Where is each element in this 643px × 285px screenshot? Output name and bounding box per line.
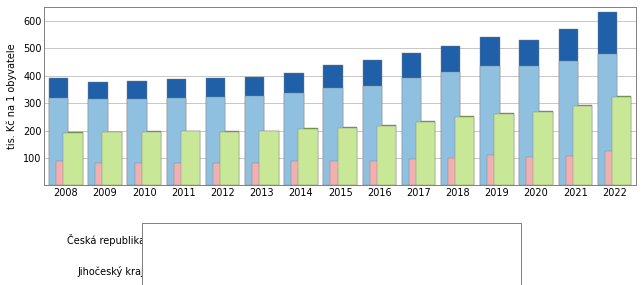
Bar: [49, 78, 68, 186]
Bar: [252, 159, 271, 186]
Bar: [520, 40, 539, 186]
Legend: HDP, THFK, ČDDD: HDP, THFK, ČDDD: [156, 271, 294, 285]
Bar: [409, 159, 428, 186]
Bar: [455, 117, 475, 186]
Bar: [252, 163, 271, 186]
Bar: [88, 99, 107, 186]
Bar: [441, 46, 460, 186]
Bar: [245, 97, 264, 186]
Bar: [416, 122, 435, 186]
Bar: [259, 131, 278, 186]
Bar: [323, 88, 343, 186]
Bar: [291, 161, 311, 186]
Bar: [284, 93, 303, 186]
Bar: [56, 161, 75, 186]
Bar: [331, 161, 350, 186]
Bar: [612, 97, 631, 186]
Bar: [487, 145, 507, 186]
Bar: [377, 126, 396, 186]
Bar: [213, 158, 232, 186]
Bar: [181, 131, 200, 186]
Bar: [573, 105, 592, 186]
Bar: [56, 155, 75, 186]
Bar: [88, 82, 107, 186]
Bar: [49, 97, 68, 186]
FancyBboxPatch shape: [142, 223, 521, 285]
Bar: [534, 111, 553, 186]
Bar: [141, 132, 161, 186]
Bar: [559, 29, 578, 186]
Bar: [220, 131, 239, 186]
Bar: [559, 61, 578, 186]
Bar: [455, 116, 475, 186]
Bar: [612, 96, 631, 186]
Bar: [213, 163, 232, 186]
Bar: [134, 163, 154, 186]
Bar: [573, 106, 592, 186]
Bar: [206, 78, 225, 186]
Bar: [174, 158, 193, 186]
Bar: [402, 52, 421, 186]
Bar: [63, 133, 82, 186]
Bar: [220, 132, 239, 186]
Bar: [448, 158, 467, 186]
Bar: [598, 54, 617, 186]
Bar: [284, 73, 303, 186]
Bar: [363, 86, 382, 186]
Bar: [167, 98, 186, 186]
Bar: [520, 66, 539, 186]
Bar: [298, 129, 318, 186]
Bar: [480, 36, 500, 186]
Text: Česká republika:: Česká republika:: [67, 234, 148, 246]
Bar: [448, 150, 467, 186]
Bar: [363, 60, 382, 186]
Bar: [95, 163, 114, 186]
Bar: [494, 114, 514, 186]
Bar: [527, 147, 546, 186]
Bar: [206, 97, 225, 186]
Bar: [245, 77, 264, 186]
Bar: [605, 150, 624, 186]
Bar: [174, 163, 193, 186]
Bar: [298, 128, 318, 186]
Bar: [566, 156, 585, 186]
Bar: [102, 132, 122, 186]
Bar: [377, 125, 396, 186]
Bar: [402, 78, 421, 186]
Bar: [409, 153, 428, 186]
Bar: [127, 99, 147, 186]
Bar: [338, 127, 357, 186]
Bar: [534, 112, 553, 186]
Bar: [370, 161, 389, 186]
Bar: [338, 127, 357, 186]
Y-axis label: tis. Kč na 1 obyvatele: tis. Kč na 1 obyvatele: [7, 43, 17, 149]
Bar: [291, 158, 311, 186]
Bar: [487, 155, 507, 186]
Bar: [63, 133, 82, 186]
Bar: [566, 145, 585, 186]
Bar: [134, 159, 154, 186]
Bar: [127, 81, 147, 186]
Text: Jihočeský kraj:: Jihočeský kraj:: [78, 266, 148, 277]
Bar: [95, 157, 114, 186]
Bar: [331, 154, 350, 186]
Bar: [416, 121, 435, 186]
Bar: [370, 155, 389, 186]
Bar: [480, 66, 500, 186]
Bar: [527, 157, 546, 186]
Bar: [181, 131, 200, 186]
Bar: [323, 65, 343, 186]
Bar: [441, 72, 460, 186]
Bar: [102, 132, 122, 186]
Bar: [167, 79, 186, 186]
Bar: [598, 12, 617, 186]
Bar: [605, 139, 624, 186]
Bar: [259, 131, 278, 186]
Bar: [141, 131, 161, 186]
Bar: [494, 113, 514, 186]
